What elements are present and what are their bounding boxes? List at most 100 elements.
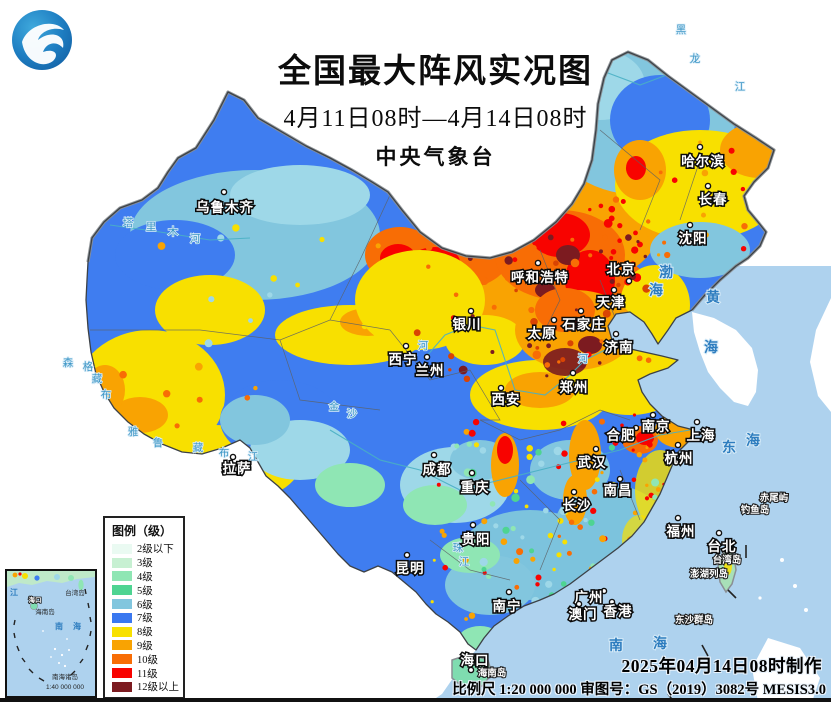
gust-speckle bbox=[119, 370, 127, 379]
sea-name-char: 海 bbox=[649, 282, 663, 299]
gust-speckle bbox=[174, 423, 180, 429]
city-marker bbox=[570, 488, 578, 496]
city-label: 长春 bbox=[699, 191, 728, 207]
gust-speckle bbox=[448, 353, 455, 360]
gust-speckle bbox=[701, 212, 706, 218]
city-marker bbox=[403, 551, 411, 559]
gust-speckle bbox=[664, 251, 671, 259]
gust-speckle bbox=[496, 605, 506, 614]
legend-item: 10级 bbox=[112, 652, 183, 666]
sea-name-char: 南 bbox=[609, 637, 623, 654]
city-marker bbox=[612, 330, 620, 338]
legend-swatch bbox=[112, 612, 132, 623]
gust-speckle bbox=[253, 385, 258, 391]
gust-speckle bbox=[375, 243, 381, 249]
gust-speckle bbox=[432, 558, 436, 562]
gust-speckle bbox=[552, 567, 556, 572]
gust-speckle bbox=[504, 275, 511, 282]
city-marker bbox=[696, 143, 704, 151]
legend-rows: 2级以下 3级 4级 5级 6级 7级 8级 9级 10级 11级 12级以上 bbox=[112, 542, 183, 694]
gust-speckle bbox=[651, 478, 660, 487]
legend-item: 7级 bbox=[112, 611, 183, 625]
gust-speckle bbox=[602, 309, 611, 318]
gust-speckle bbox=[466, 441, 472, 447]
gust-speckle bbox=[463, 375, 471, 382]
city-label: 昆明 bbox=[396, 561, 425, 576]
city-label: 合肥 bbox=[607, 427, 636, 443]
city-label: 济南 bbox=[605, 339, 634, 355]
gust-speckle bbox=[479, 557, 488, 567]
city-label: 南宁 bbox=[493, 598, 522, 614]
gust-speckle bbox=[730, 168, 737, 175]
gust-speckle bbox=[741, 223, 748, 230]
river-name-char: 藏 bbox=[193, 442, 204, 454]
gust-speckle bbox=[196, 396, 203, 403]
gust-speckle bbox=[561, 450, 568, 457]
gust-speckle bbox=[470, 314, 475, 319]
gust-speckle bbox=[631, 448, 635, 452]
gust-speckle bbox=[163, 390, 171, 398]
gust-speckle bbox=[720, 193, 725, 198]
gust-speckle bbox=[545, 374, 549, 378]
gust-speckle bbox=[365, 354, 371, 359]
island-label: 台湾岛 bbox=[713, 554, 742, 566]
gust-speckle bbox=[560, 420, 567, 427]
gust-speckle bbox=[520, 535, 525, 540]
gust-speckle bbox=[583, 496, 589, 502]
gust-speckle bbox=[557, 360, 561, 364]
river-name-char: 布 bbox=[219, 447, 230, 459]
legend-label: 12级以上 bbox=[137, 682, 179, 694]
city-label: 西安 bbox=[492, 391, 521, 407]
bottom-border-bar bbox=[0, 698, 831, 702]
city-marker bbox=[229, 453, 237, 461]
gust-speckle bbox=[559, 507, 568, 515]
city-label: 银川 bbox=[453, 316, 482, 332]
gust-speckle bbox=[698, 140, 702, 145]
inset-label: 江 bbox=[10, 587, 18, 597]
river-name-char: 金 bbox=[329, 400, 340, 413]
city-label: 武汉 bbox=[578, 454, 607, 470]
gust-speckle bbox=[616, 271, 621, 277]
city-label: 郑州 bbox=[560, 379, 589, 395]
gust-speckle bbox=[585, 351, 592, 358]
gust-speckle bbox=[543, 507, 549, 514]
gust-speckle bbox=[524, 504, 529, 509]
gust-speckle bbox=[670, 435, 676, 442]
gust-speckle bbox=[620, 423, 624, 428]
gust-speckle bbox=[679, 233, 684, 238]
gust-speckle bbox=[578, 360, 587, 369]
gust-speckle bbox=[588, 207, 592, 212]
gust-speckle bbox=[563, 493, 568, 497]
river-name-char: 里 bbox=[146, 221, 157, 233]
gust-speckle bbox=[547, 532, 554, 539]
city-label: 太原 bbox=[528, 325, 557, 341]
gust-speckle bbox=[556, 552, 562, 558]
gust-speckle bbox=[295, 282, 300, 288]
gust-speckle bbox=[490, 350, 495, 354]
gust-speckle bbox=[217, 234, 225, 242]
gust-speckle bbox=[441, 532, 447, 538]
gust-speckle bbox=[599, 535, 607, 543]
gust-speckle bbox=[643, 254, 647, 259]
river-name-char: 河 bbox=[418, 340, 429, 352]
legend-swatch bbox=[112, 557, 132, 568]
gust-speckle bbox=[481, 566, 487, 572]
gust-speckle bbox=[544, 362, 551, 368]
gust-speckle bbox=[453, 292, 459, 298]
gust-speckle bbox=[620, 199, 626, 204]
gust-speckle bbox=[646, 441, 653, 448]
gust-speckle bbox=[547, 234, 554, 241]
gust-speckle bbox=[208, 296, 215, 303]
gust-speckle bbox=[612, 196, 620, 203]
gust-speckle bbox=[276, 207, 284, 215]
gust-speckle bbox=[570, 258, 580, 268]
city-marker bbox=[600, 587, 608, 595]
gust-speckle bbox=[511, 493, 520, 502]
legend-label: 10级 bbox=[137, 654, 158, 666]
legend-swatch bbox=[112, 585, 132, 596]
inset-islet-specks bbox=[42, 630, 70, 668]
gust-speckle bbox=[609, 279, 615, 284]
legend-box: 图例（级） 2级以下 3级 4级 5级 6级 7级 8级 9级 10级 11级 12级以上 bbox=[103, 516, 185, 699]
